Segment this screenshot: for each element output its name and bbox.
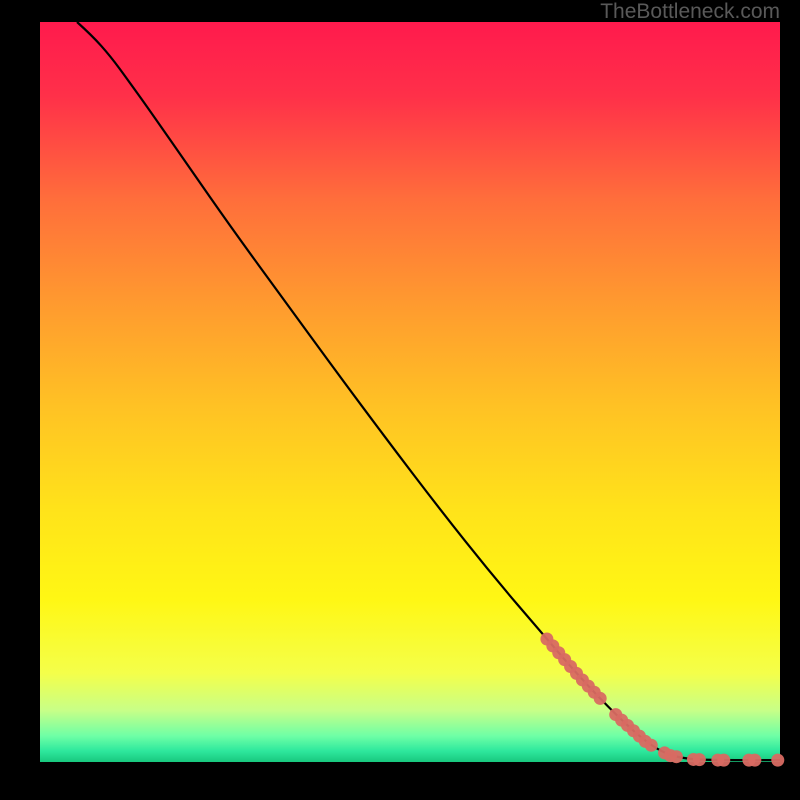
- curve-marker: [693, 753, 706, 766]
- curve-marker: [717, 754, 730, 767]
- curve-marker: [594, 692, 607, 705]
- plot-area: [40, 22, 780, 762]
- watermark-text: TheBottleneck.com: [600, 0, 780, 24]
- curve-marker: [645, 739, 658, 752]
- curve-marker: [771, 754, 784, 767]
- curve-markers: [540, 633, 784, 767]
- curve-marker: [748, 754, 761, 767]
- curve-marker: [670, 750, 683, 763]
- bottleneck-curve: [40, 22, 780, 762]
- curve-line: [77, 22, 780, 760]
